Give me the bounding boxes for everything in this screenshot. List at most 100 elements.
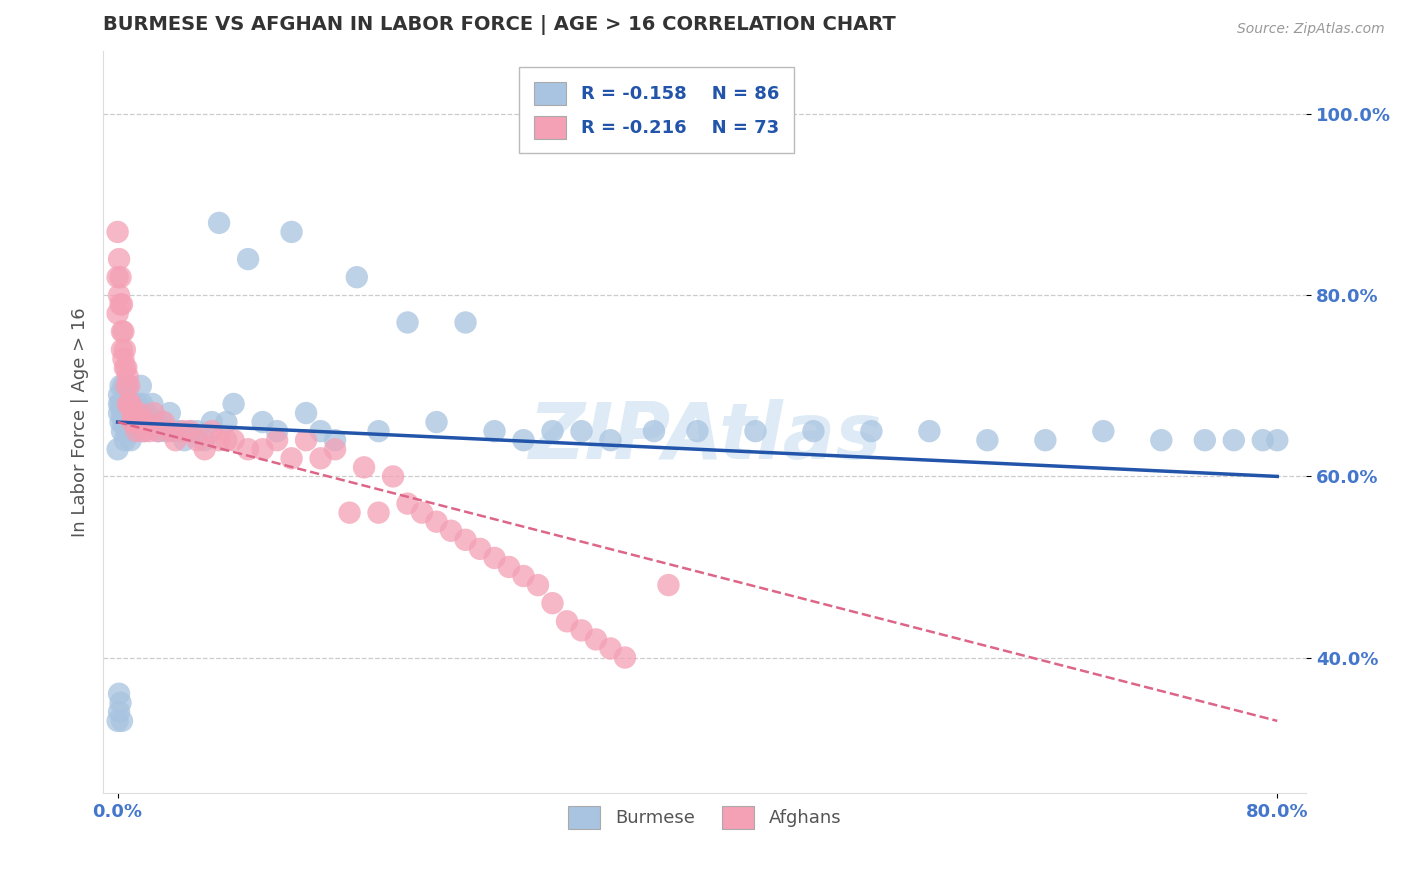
Point bbox=[643, 424, 665, 438]
Point bbox=[127, 397, 149, 411]
Point bbox=[120, 433, 142, 447]
Point bbox=[114, 343, 136, 357]
Point bbox=[571, 424, 593, 438]
Point bbox=[128, 406, 150, 420]
Point bbox=[309, 451, 332, 466]
Point bbox=[117, 415, 139, 429]
Point bbox=[527, 578, 550, 592]
Point bbox=[138, 415, 160, 429]
Point bbox=[128, 415, 150, 429]
Point bbox=[208, 433, 231, 447]
Point bbox=[165, 424, 187, 438]
Point bbox=[115, 397, 138, 411]
Point bbox=[498, 560, 520, 574]
Point bbox=[222, 433, 245, 447]
Legend: Burmese, Afghans: Burmese, Afghans bbox=[561, 798, 849, 837]
Point bbox=[115, 360, 138, 375]
Point bbox=[131, 397, 153, 411]
Point bbox=[143, 415, 166, 429]
Point bbox=[172, 424, 194, 438]
Point bbox=[159, 424, 181, 438]
Point bbox=[396, 316, 419, 330]
Point bbox=[252, 415, 274, 429]
Point bbox=[323, 442, 346, 457]
Point bbox=[107, 442, 129, 457]
Point bbox=[266, 433, 288, 447]
Point bbox=[222, 397, 245, 411]
Point bbox=[367, 506, 389, 520]
Point bbox=[117, 397, 139, 411]
Point bbox=[138, 424, 160, 438]
Point bbox=[114, 360, 136, 375]
Point bbox=[132, 424, 155, 438]
Point bbox=[118, 397, 141, 411]
Point bbox=[918, 424, 941, 438]
Point bbox=[1194, 433, 1216, 447]
Point bbox=[110, 415, 132, 429]
Point bbox=[295, 433, 318, 447]
Point bbox=[169, 424, 191, 438]
Point bbox=[114, 433, 136, 447]
Text: BURMESE VS AFGHAN IN LABOR FORCE | AGE > 16 CORRELATION CHART: BURMESE VS AFGHAN IN LABOR FORCE | AGE >… bbox=[103, 15, 896, 35]
Point bbox=[120, 406, 142, 420]
Point bbox=[153, 415, 176, 429]
Point bbox=[215, 433, 238, 447]
Point bbox=[108, 252, 131, 266]
Point bbox=[339, 506, 361, 520]
Point bbox=[117, 369, 139, 384]
Point bbox=[142, 406, 165, 420]
Point bbox=[280, 451, 302, 466]
Point bbox=[425, 415, 447, 429]
Point bbox=[112, 351, 135, 366]
Point bbox=[599, 641, 621, 656]
Point bbox=[512, 569, 534, 583]
Point bbox=[111, 406, 134, 420]
Point bbox=[107, 225, 129, 239]
Point bbox=[110, 397, 132, 411]
Point bbox=[121, 397, 143, 411]
Point bbox=[295, 406, 318, 420]
Y-axis label: In Labor Force | Age > 16: In Labor Force | Age > 16 bbox=[72, 307, 89, 537]
Point bbox=[129, 379, 152, 393]
Point bbox=[252, 442, 274, 457]
Point bbox=[1223, 433, 1246, 447]
Text: ZIPAtlas: ZIPAtlas bbox=[529, 399, 882, 475]
Point bbox=[744, 424, 766, 438]
Text: Source: ZipAtlas.com: Source: ZipAtlas.com bbox=[1237, 22, 1385, 37]
Point bbox=[111, 325, 134, 339]
Point bbox=[127, 415, 149, 429]
Point bbox=[108, 397, 131, 411]
Point bbox=[122, 415, 145, 429]
Point bbox=[280, 225, 302, 239]
Point bbox=[1150, 433, 1173, 447]
Point bbox=[110, 270, 132, 285]
Point bbox=[266, 424, 288, 438]
Point bbox=[484, 424, 506, 438]
Point bbox=[396, 497, 419, 511]
Point bbox=[111, 714, 134, 728]
Point bbox=[107, 714, 129, 728]
Point bbox=[201, 415, 224, 429]
Point bbox=[110, 696, 132, 710]
Point bbox=[110, 297, 132, 311]
Point bbox=[121, 415, 143, 429]
Point bbox=[115, 424, 138, 438]
Point bbox=[159, 406, 181, 420]
Point bbox=[585, 632, 607, 647]
Point bbox=[541, 424, 564, 438]
Point bbox=[976, 433, 998, 447]
Point bbox=[236, 442, 259, 457]
Point bbox=[512, 433, 534, 447]
Point bbox=[108, 687, 131, 701]
Point bbox=[121, 406, 143, 420]
Point bbox=[803, 424, 825, 438]
Point bbox=[194, 433, 217, 447]
Point bbox=[555, 615, 578, 629]
Point bbox=[1033, 433, 1056, 447]
Point bbox=[110, 379, 132, 393]
Point bbox=[132, 424, 155, 438]
Point bbox=[309, 424, 332, 438]
Point bbox=[108, 288, 131, 302]
Point bbox=[150, 415, 173, 429]
Point bbox=[215, 415, 238, 429]
